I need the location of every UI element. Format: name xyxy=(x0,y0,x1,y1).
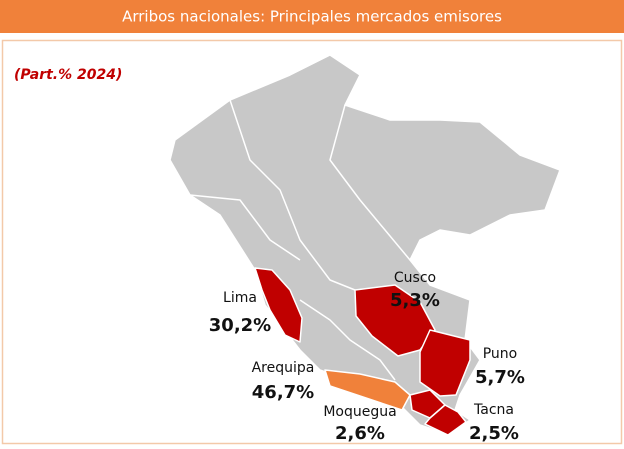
region-lima xyxy=(254,267,303,343)
region-cusco xyxy=(354,284,436,357)
region-share: 5,7% xyxy=(475,367,525,388)
border xyxy=(299,299,396,381)
note: (Part.% 2024) xyxy=(14,67,122,83)
region-arequipa xyxy=(324,369,411,411)
region-share: 2,6% xyxy=(335,423,385,444)
region-tacna xyxy=(424,404,467,436)
region-name: Cusco xyxy=(394,270,436,286)
region-share: 2,5% xyxy=(469,423,519,444)
header-title: Arribos nacionales: Principales mercados… xyxy=(122,8,502,26)
region-share: 5,3% xyxy=(390,290,440,311)
region-name: Moquegua xyxy=(323,404,396,420)
border xyxy=(229,99,356,291)
region-name: Tacna xyxy=(473,402,514,418)
header-bar xyxy=(0,0,624,33)
map xyxy=(169,54,561,436)
border xyxy=(189,194,301,261)
region-name: Puno xyxy=(483,346,518,362)
region-name: Lima xyxy=(223,290,257,306)
region-puno xyxy=(419,329,471,397)
region-name: Arequipa xyxy=(252,360,315,376)
region-share: 30,2% xyxy=(209,315,271,336)
border xyxy=(329,104,411,261)
region-share: 46,7% xyxy=(252,382,314,403)
